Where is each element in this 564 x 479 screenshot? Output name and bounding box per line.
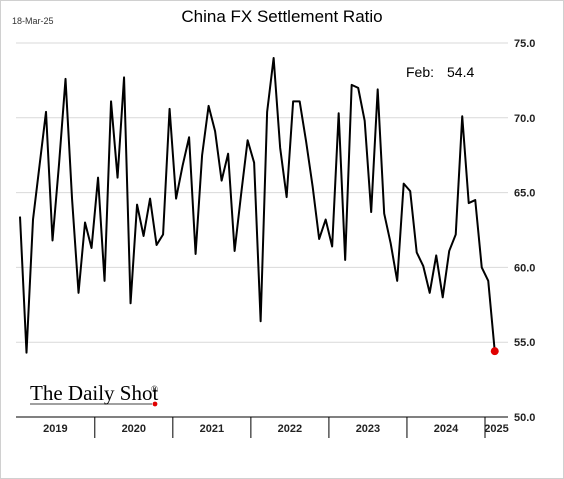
date-stamp: 18-Mar-25 <box>12 16 54 26</box>
y-tick-label: 60.0 <box>514 262 535 274</box>
y-tick-label: 75.0 <box>514 38 535 50</box>
y-tick-label: 70.0 <box>514 113 535 125</box>
chart-title: China FX Settlement Ratio <box>181 7 382 26</box>
x-axis: 2019 2020 2021 2022 2023 2024 2025 <box>16 416 509 438</box>
x-tick-label: 2022 <box>278 423 302 435</box>
x-tick-label: 2019 <box>43 423 67 435</box>
y-tick-label: 55.0 <box>514 337 535 349</box>
logo-dot <box>152 401 158 407</box>
daily-shot-logo: The Daily Shot ® <box>30 381 158 407</box>
logo-text: The Daily Shot <box>30 381 158 405</box>
y-axis: 75.0 70.0 65.0 60.0 55.0 50.0 <box>514 38 535 424</box>
x-tick-label: 2025 <box>484 423 508 435</box>
series-line <box>19 56 496 354</box>
logo-mark: ® <box>151 384 158 394</box>
y-tick-label: 65.0 <box>514 188 535 200</box>
y-tick-label: 50.0 <box>514 412 535 424</box>
x-tick-label: 2023 <box>356 423 380 435</box>
last-value-marker <box>490 347 499 356</box>
data-series <box>19 56 499 356</box>
x-tick-label: 2021 <box>200 423 224 435</box>
x-tick-label: 2024 <box>434 423 459 435</box>
annotation-label: Feb: <box>406 64 434 80</box>
gridlines <box>16 42 508 418</box>
annotation-value: 54.4 <box>447 64 474 80</box>
x-tick-label: 2020 <box>122 423 146 435</box>
